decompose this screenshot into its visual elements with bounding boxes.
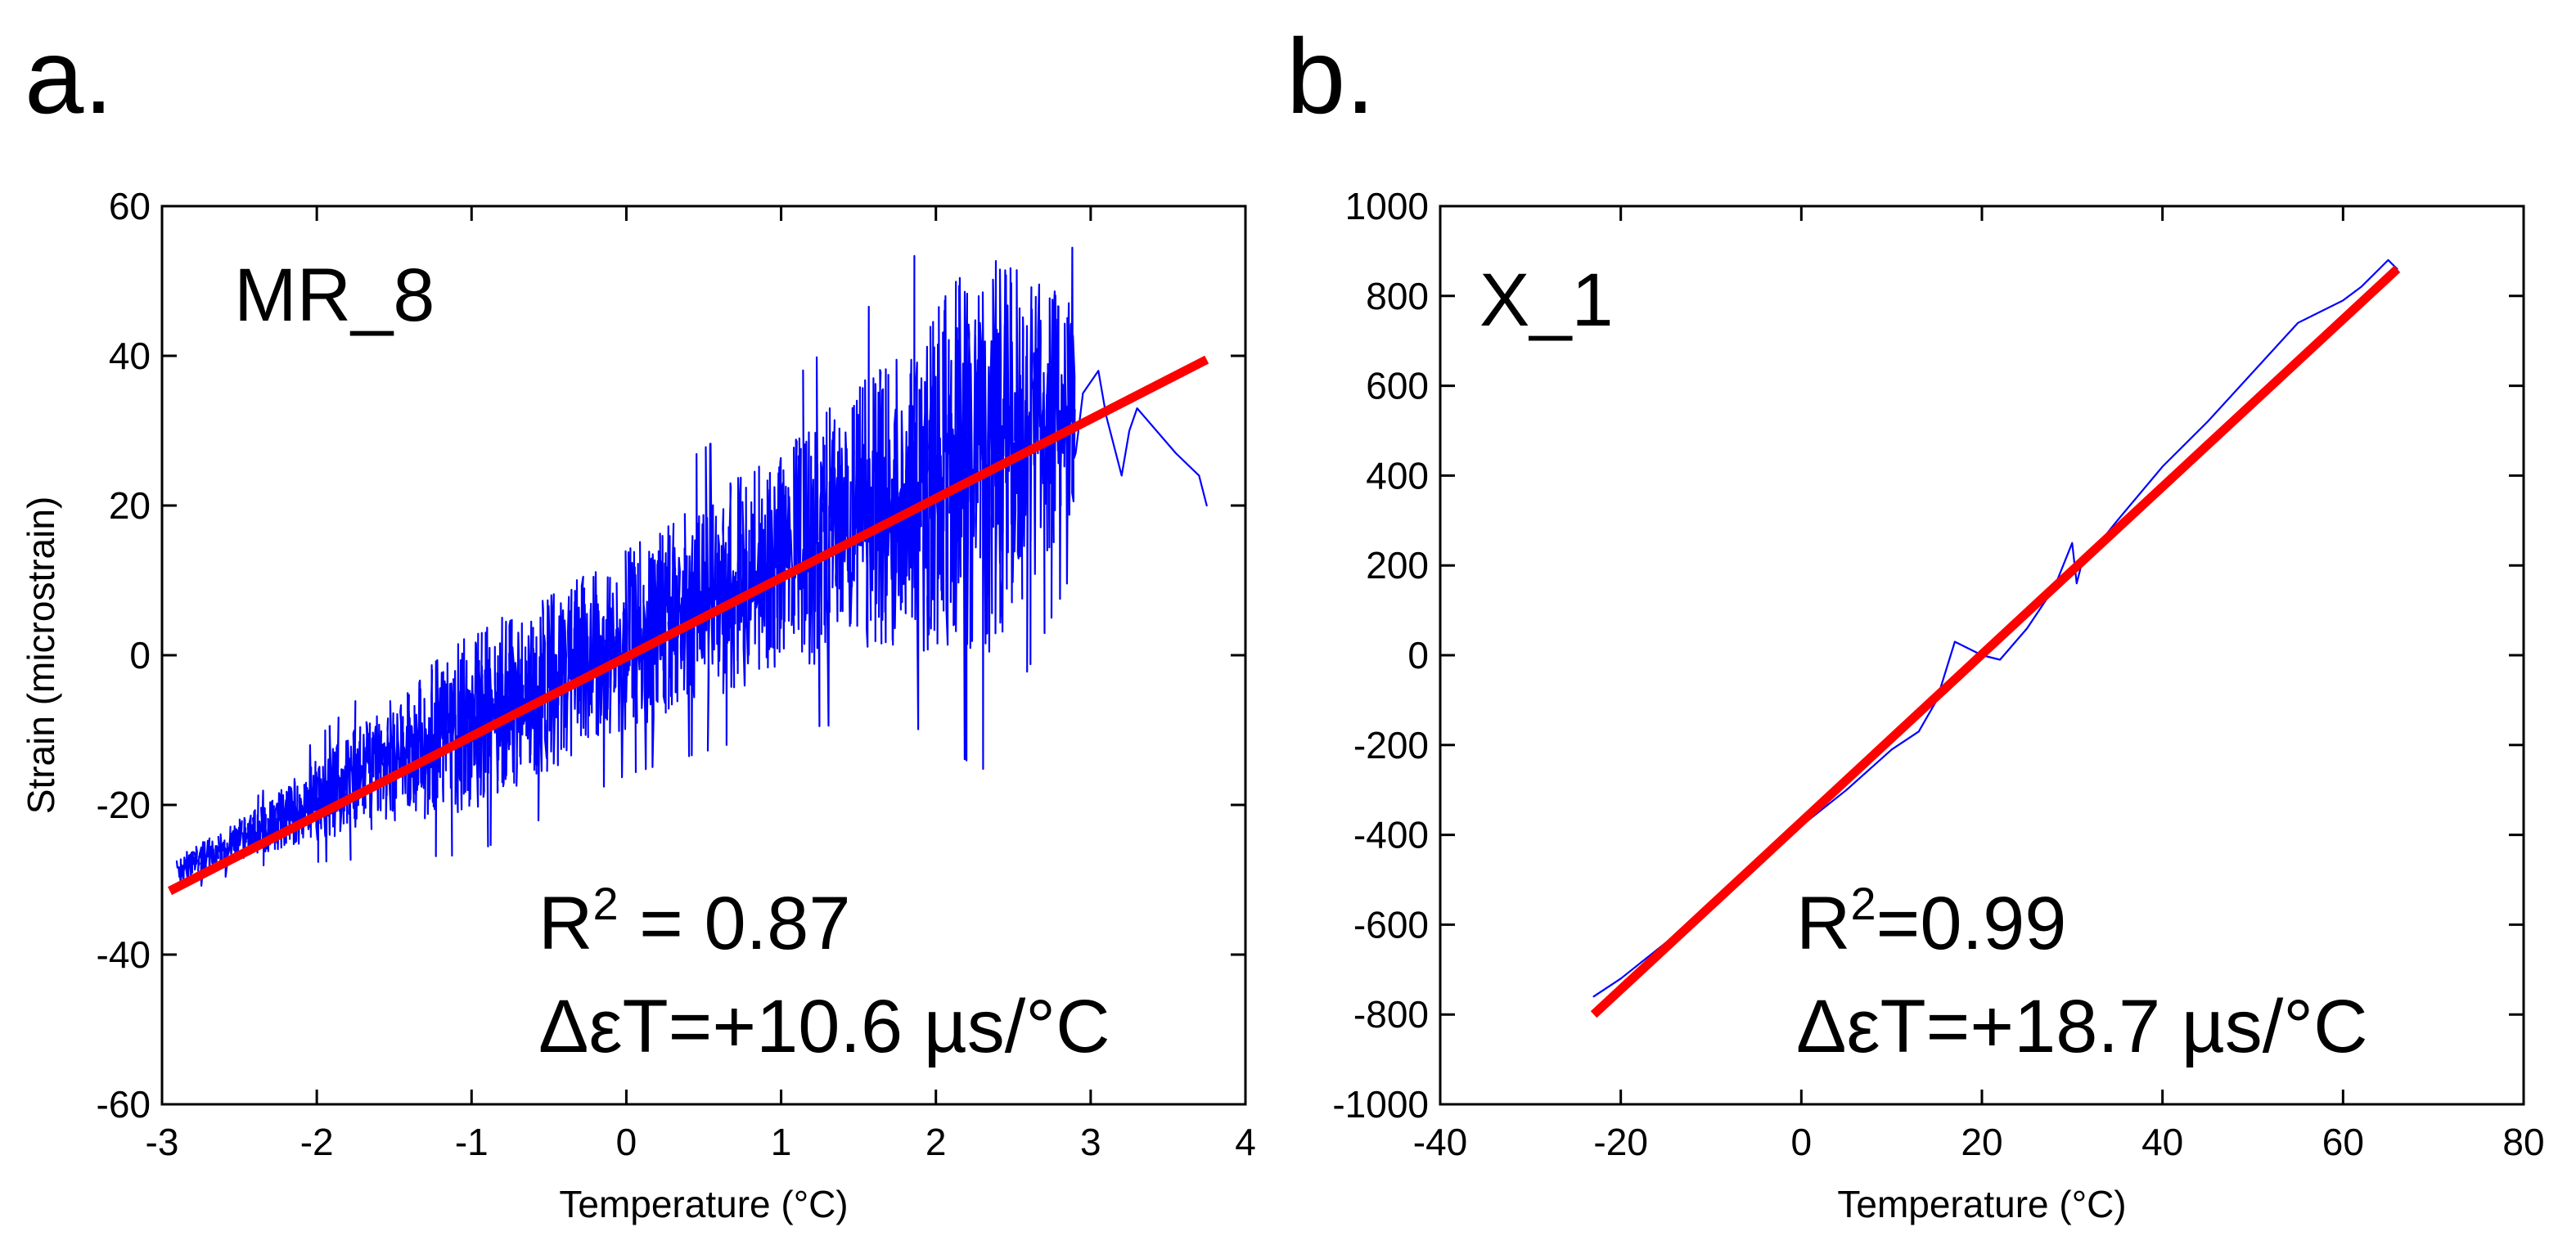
panel-a-title: MR_8 bbox=[234, 254, 435, 337]
x-tick-label: 2 bbox=[925, 1121, 947, 1163]
panel-b-ticks: -40 -20 0 20 40 60 80-1000-800-600-400-2000200… bbox=[1332, 185, 2544, 1163]
panel-a-fit-line bbox=[167, 355, 1209, 896]
x-tick-label: -3 bbox=[146, 1121, 179, 1163]
x-tick-label: 0 bbox=[616, 1121, 637, 1163]
y-tick-label: -20 bbox=[97, 784, 151, 826]
x-tick-label: -1 bbox=[455, 1121, 489, 1163]
y-tick-label: 0 bbox=[129, 634, 151, 676]
y-tick-label: 400 bbox=[1366, 454, 1429, 497]
panel-a-axes-frame bbox=[160, 205, 1247, 1106]
x-tick-label: -20 bbox=[1593, 1121, 1647, 1163]
y-tick-label: 0 bbox=[1407, 634, 1429, 676]
x-tick-label: -40 bbox=[1413, 1121, 1467, 1163]
panel-a-ylabel: Strain (microstrain) bbox=[20, 497, 62, 815]
y-tick-label: -40 bbox=[97, 933, 151, 976]
panel-a-xlabel: Temperature (°C) bbox=[559, 1183, 848, 1225]
y-tick-label: 1000 bbox=[1345, 185, 1429, 227]
y-tick-label: 200 bbox=[1366, 544, 1429, 587]
x-tick-label: 4 bbox=[1235, 1121, 1256, 1163]
y-tick-label: 60 bbox=[109, 185, 151, 227]
x-tick-label: 80 bbox=[2502, 1121, 2544, 1163]
panel-b-series bbox=[1590, 258, 2401, 1018]
panel-a-slope-annotation: ΔεT=+10.6 µs/°C bbox=[538, 985, 1110, 1068]
panel-b-r2-suffix: =0.99 bbox=[1876, 882, 2067, 965]
y-tick-label: 800 bbox=[1366, 275, 1429, 317]
y-tick-label: -400 bbox=[1353, 814, 1429, 856]
y-tick-label: 40 bbox=[109, 335, 151, 377]
x-tick-label: 40 bbox=[2141, 1121, 2183, 1163]
y-tick-label: 600 bbox=[1366, 365, 1429, 407]
panel-a-series bbox=[167, 246, 1209, 896]
y-tick-label: -1000 bbox=[1332, 1083, 1429, 1126]
panel-b-xlabel: Temperature (°C) bbox=[1837, 1183, 2126, 1225]
y-tick-label: -800 bbox=[1353, 993, 1429, 1036]
panel-b-slope-annotation: ΔεT=+18.7 µs/°C bbox=[1796, 985, 2368, 1068]
panel-b: b. -40 -20 0 20 40 60 80-1000-800-600-400-2000… bbox=[1286, 16, 2545, 1225]
panel-b-title: X_1 bbox=[1479, 258, 1614, 342]
panel-a-r2-annotation: R2 = 0.87 bbox=[538, 878, 851, 965]
panel-a-r2-suffix: = 0.87 bbox=[619, 882, 851, 965]
panel-a-r2-prefix: R bbox=[538, 882, 592, 965]
panel-b-fit-line bbox=[1590, 265, 2401, 1018]
x-tick-label: 1 bbox=[771, 1121, 792, 1163]
x-tick-label: 60 bbox=[2322, 1121, 2364, 1163]
panel-a-data-line bbox=[175, 246, 1208, 887]
panel-label-a: a. bbox=[25, 16, 113, 136]
y-tick-label: 20 bbox=[109, 484, 151, 527]
panel-a-ticks: -3 -2 -1 0 1 2 3 4 -60 -40 -20 0 20 40 60 bbox=[97, 185, 1256, 1163]
x-tick-label: -2 bbox=[300, 1121, 334, 1163]
x-tick-label: 0 bbox=[1791, 1121, 1813, 1163]
panel-b-r2-annotation: R2=0.99 bbox=[1796, 878, 2066, 965]
y-tick-label: -60 bbox=[97, 1083, 151, 1126]
x-tick-label: 3 bbox=[1080, 1121, 1101, 1163]
y-tick-label: -200 bbox=[1353, 724, 1429, 766]
panel-b-r2-sup: 2 bbox=[1850, 878, 1876, 929]
panel-b-r2-prefix: R bbox=[1796, 882, 1850, 965]
panel-label-b: b. bbox=[1286, 16, 1375, 136]
x-tick-label: 20 bbox=[1961, 1121, 2002, 1163]
y-tick-label: -600 bbox=[1353, 903, 1429, 946]
panel-a-r2-sup: 2 bbox=[592, 878, 618, 929]
